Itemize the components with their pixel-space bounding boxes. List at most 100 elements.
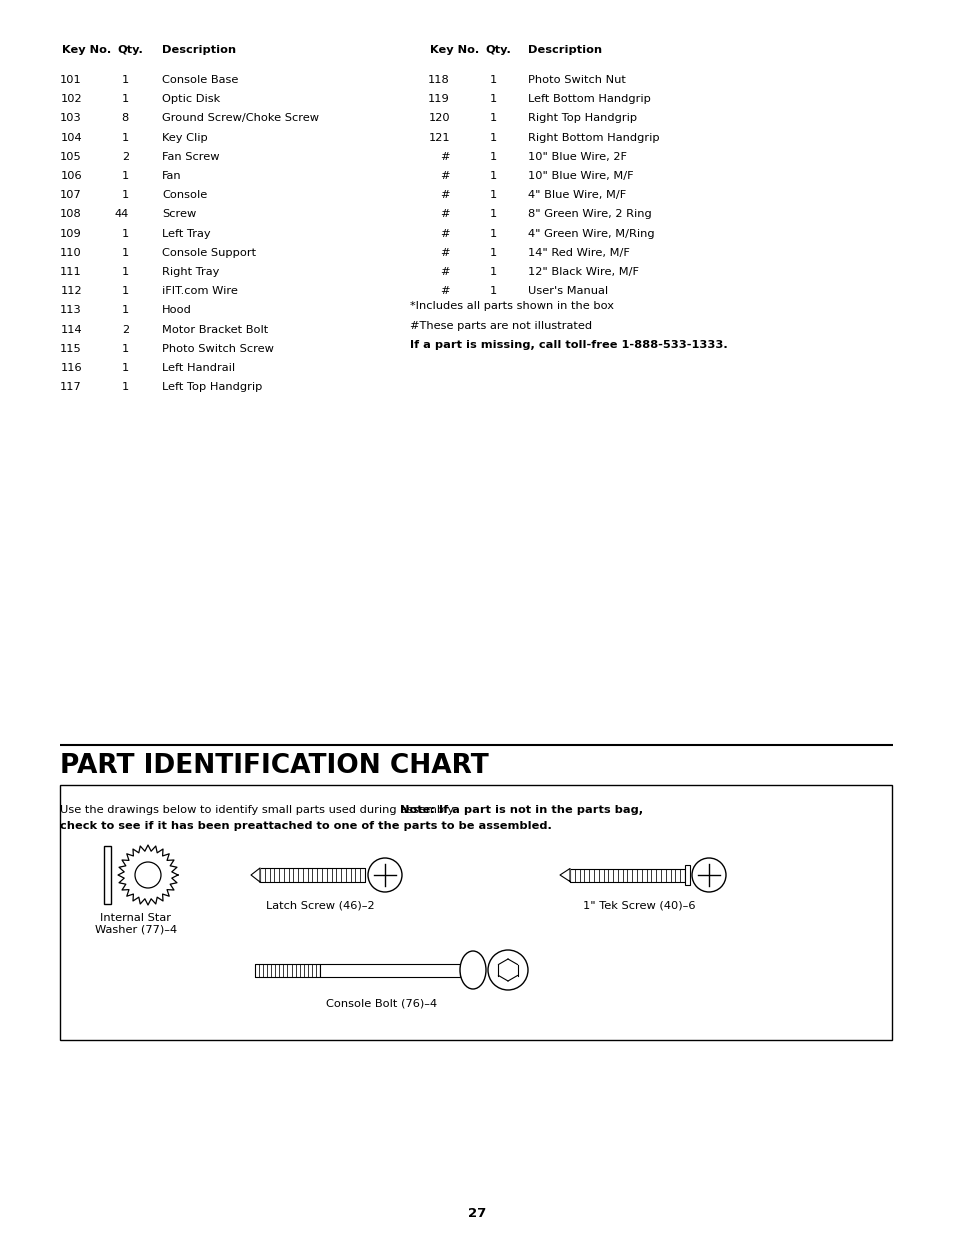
Text: 112: 112 bbox=[60, 287, 82, 296]
Text: 1: 1 bbox=[489, 228, 497, 238]
Text: 1: 1 bbox=[489, 152, 497, 162]
Bar bbox=[60, 785, 891, 1040]
Text: 1: 1 bbox=[122, 132, 129, 142]
Circle shape bbox=[691, 858, 725, 892]
Text: 10" Blue Wire, M/F: 10" Blue Wire, M/F bbox=[527, 170, 633, 182]
Text: PART IDENTIFICATION CHART: PART IDENTIFICATION CHART bbox=[60, 753, 488, 779]
Text: #: # bbox=[440, 228, 450, 238]
Circle shape bbox=[488, 950, 527, 990]
Text: Key No.: Key No. bbox=[430, 44, 478, 56]
Text: 120: 120 bbox=[428, 114, 450, 124]
Bar bbox=[260, 868, 365, 882]
Text: 117: 117 bbox=[60, 382, 82, 393]
Text: Fan: Fan bbox=[162, 170, 181, 182]
Text: Console Base: Console Base bbox=[162, 75, 238, 85]
Text: #: # bbox=[440, 210, 450, 220]
Text: 1: 1 bbox=[489, 287, 497, 296]
Text: 27: 27 bbox=[467, 1207, 486, 1220]
Text: Right Tray: Right Tray bbox=[162, 267, 219, 277]
Text: 119: 119 bbox=[428, 94, 450, 104]
Text: Left Top Handgrip: Left Top Handgrip bbox=[162, 382, 262, 393]
Text: 12" Black Wire, M/F: 12" Black Wire, M/F bbox=[527, 267, 639, 277]
Text: Left Handrail: Left Handrail bbox=[162, 363, 234, 373]
Text: Key Clip: Key Clip bbox=[162, 132, 208, 142]
Text: 106: 106 bbox=[60, 170, 82, 182]
Text: Internal Star
Washer (77)–4: Internal Star Washer (77)–4 bbox=[95, 913, 177, 935]
Text: 110: 110 bbox=[60, 248, 82, 258]
Circle shape bbox=[135, 862, 161, 888]
Text: 2: 2 bbox=[122, 325, 129, 335]
Text: #: # bbox=[440, 190, 450, 200]
Text: 108: 108 bbox=[60, 210, 82, 220]
Text: #: # bbox=[440, 287, 450, 296]
Text: 118: 118 bbox=[428, 75, 450, 85]
Bar bbox=[105, 846, 112, 904]
Text: 10" Blue Wire, 2F: 10" Blue Wire, 2F bbox=[527, 152, 626, 162]
Bar bbox=[254, 963, 319, 977]
Text: Ground Screw/Choke Screw: Ground Screw/Choke Screw bbox=[162, 114, 318, 124]
Text: Qty.: Qty. bbox=[484, 44, 511, 56]
Text: 103: 103 bbox=[60, 114, 82, 124]
Polygon shape bbox=[559, 868, 569, 882]
Text: Latch Screw (46)–2: Latch Screw (46)–2 bbox=[266, 900, 375, 910]
Text: check to see if it has been preattached to one of the parts to be assembled.: check to see if it has been preattached … bbox=[60, 821, 551, 831]
Text: 121: 121 bbox=[428, 132, 450, 142]
Text: 1: 1 bbox=[122, 343, 129, 353]
Text: Key No.: Key No. bbox=[62, 44, 112, 56]
Text: Photo Switch Nut: Photo Switch Nut bbox=[527, 75, 625, 85]
Text: 1: 1 bbox=[122, 94, 129, 104]
Circle shape bbox=[368, 858, 401, 892]
Text: *Includes all parts shown in the box: *Includes all parts shown in the box bbox=[410, 301, 614, 311]
Text: Qty.: Qty. bbox=[117, 44, 143, 56]
Text: 4" Green Wire, M/Ring: 4" Green Wire, M/Ring bbox=[527, 228, 654, 238]
Text: 8" Green Wire, 2 Ring: 8" Green Wire, 2 Ring bbox=[527, 210, 651, 220]
Text: 1: 1 bbox=[489, 190, 497, 200]
Bar bbox=[319, 963, 459, 977]
Text: 44: 44 bbox=[114, 210, 129, 220]
Text: 1: 1 bbox=[489, 114, 497, 124]
Text: Photo Switch Screw: Photo Switch Screw bbox=[162, 343, 274, 353]
Text: 1: 1 bbox=[489, 75, 497, 85]
Text: 1: 1 bbox=[489, 210, 497, 220]
Text: Left Bottom Handgrip: Left Bottom Handgrip bbox=[527, 94, 650, 104]
Text: Motor Bracket Bolt: Motor Bracket Bolt bbox=[162, 325, 268, 335]
Text: 8: 8 bbox=[122, 114, 129, 124]
Text: 113: 113 bbox=[60, 305, 82, 315]
Text: 1: 1 bbox=[489, 132, 497, 142]
Text: 1: 1 bbox=[122, 75, 129, 85]
Text: 102: 102 bbox=[60, 94, 82, 104]
Text: Optic Disk: Optic Disk bbox=[162, 94, 220, 104]
Text: Console: Console bbox=[162, 190, 207, 200]
Text: Use the drawings below to identify small parts used during assembly.: Use the drawings below to identify small… bbox=[60, 805, 459, 815]
Ellipse shape bbox=[459, 951, 485, 989]
Text: 1: 1 bbox=[122, 287, 129, 296]
Text: 1: 1 bbox=[122, 382, 129, 393]
Text: Screw: Screw bbox=[162, 210, 196, 220]
Text: 1: 1 bbox=[489, 170, 497, 182]
Text: 105: 105 bbox=[60, 152, 82, 162]
Text: User's Manual: User's Manual bbox=[527, 287, 607, 296]
Text: 101: 101 bbox=[60, 75, 82, 85]
Text: Console Bolt (76)–4: Console Bolt (76)–4 bbox=[326, 998, 436, 1008]
Text: Hood: Hood bbox=[162, 305, 192, 315]
Text: If a part is missing, call toll-free 1-888-533-1333.: If a part is missing, call toll-free 1-8… bbox=[410, 340, 727, 350]
Text: 2: 2 bbox=[122, 152, 129, 162]
Text: Console Support: Console Support bbox=[162, 248, 255, 258]
Text: 114: 114 bbox=[60, 325, 82, 335]
Polygon shape bbox=[251, 868, 260, 882]
Text: #: # bbox=[440, 248, 450, 258]
Text: Fan Screw: Fan Screw bbox=[162, 152, 219, 162]
Bar bbox=[684, 864, 689, 885]
Polygon shape bbox=[118, 845, 178, 905]
Text: 107: 107 bbox=[60, 190, 82, 200]
Text: 1: 1 bbox=[122, 267, 129, 277]
Text: 14" Red Wire, M/F: 14" Red Wire, M/F bbox=[527, 248, 629, 258]
Text: 1: 1 bbox=[122, 170, 129, 182]
Text: 111: 111 bbox=[60, 267, 82, 277]
Text: 4" Blue Wire, M/F: 4" Blue Wire, M/F bbox=[527, 190, 625, 200]
Text: Left Tray: Left Tray bbox=[162, 228, 211, 238]
Text: 116: 116 bbox=[60, 363, 82, 373]
Text: 1: 1 bbox=[122, 190, 129, 200]
Text: #These parts are not illustrated: #These parts are not illustrated bbox=[410, 321, 592, 331]
Text: 104: 104 bbox=[60, 132, 82, 142]
